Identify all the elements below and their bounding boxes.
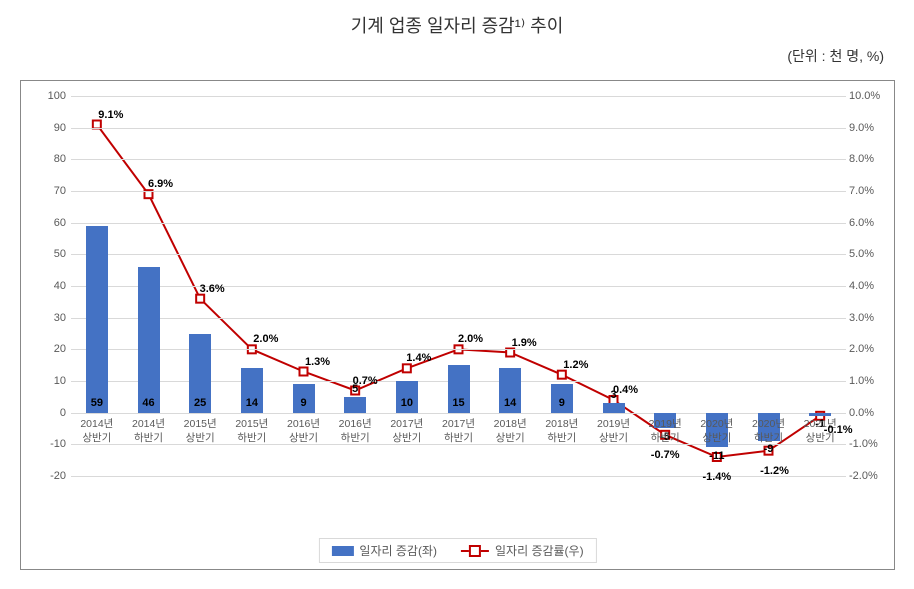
x-tick-label: 2015년상반기 [175, 417, 225, 446]
bar-value-label: 14 [237, 397, 267, 409]
bar-value-label: 9 [547, 397, 577, 409]
bar-value-label: 9 [289, 397, 319, 409]
y-right-tick-label: 1.0% [849, 375, 894, 387]
line-marker [196, 295, 204, 303]
y-left-tick-label: 100 [31, 90, 66, 102]
line-marker [403, 364, 411, 372]
line-value-label: 0.7% [353, 375, 378, 387]
legend-bar-swatch [331, 546, 353, 556]
gridline [71, 318, 846, 319]
line-value-label: 2.0% [253, 333, 278, 345]
gridline [71, 191, 846, 192]
y-right-tick-label: 10.0% [849, 90, 894, 102]
y-right-tick-label: 6.0% [849, 217, 894, 229]
line-value-label: 1.9% [512, 337, 537, 349]
gridline [71, 128, 846, 129]
line-value-label: 2.0% [458, 333, 483, 345]
y-right-tick-label: 3.0% [849, 312, 894, 324]
bar [344, 397, 366, 413]
line-value-label: 1.4% [406, 352, 431, 364]
bar [809, 413, 831, 416]
gridline [71, 96, 846, 97]
y-left-tick-label: 20 [31, 343, 66, 355]
y-left-tick-label: -20 [31, 470, 66, 482]
unit-label: (단위 : 천 명, %) [0, 38, 914, 66]
chart-container: -20 -10 0 10 20 30 40 50 60 70 80 90 100 -2.0% -1.0% 0.… [20, 80, 895, 570]
line-value-label: 1.3% [305, 356, 330, 368]
x-tick-label: 2017년상반기 [382, 417, 432, 446]
line-value-label: 9.1% [98, 109, 123, 121]
y-left-tick-label: 80 [31, 153, 66, 165]
y-left-tick-label: 30 [31, 312, 66, 324]
gridline [71, 223, 846, 224]
y-left-tick-label: 0 [31, 407, 66, 419]
y-left-tick-label: 60 [31, 217, 66, 229]
bar [603, 403, 625, 413]
line-value-label: 0.4% [613, 384, 638, 396]
x-tick-label: 2020년상반기 [692, 417, 742, 446]
bar-value-label: -11 [702, 450, 732, 462]
y-left-tick-label: 10 [31, 375, 66, 387]
y-left-tick-label: 70 [31, 185, 66, 197]
y-right-tick-label: 8.0% [849, 153, 894, 165]
gridline [71, 254, 846, 255]
y-right-tick-label: 7.0% [849, 185, 894, 197]
gridline [71, 286, 846, 287]
x-tick-label: 2019년하반기 [640, 417, 690, 446]
plot-area: -20-100102030405060708090100-2.0%-1.0%0.… [71, 96, 846, 476]
y-left-tick-label: 40 [31, 280, 66, 292]
y-right-tick-label: -2.0% [849, 470, 894, 482]
bar-value-label: 25 [185, 397, 215, 409]
legend: 일자리 증감(좌) 일자리 증감률(우) [318, 538, 596, 563]
y-right-tick-label: 4.0% [849, 280, 894, 292]
y-left-tick-label: 50 [31, 248, 66, 260]
bar-value-label: 46 [134, 397, 164, 409]
line-marker [300, 368, 308, 376]
x-tick-label: 2018년하반기 [537, 417, 587, 446]
bar-value-label: 15 [444, 397, 474, 409]
x-tick-label: 2020년하반기 [744, 417, 794, 446]
x-tick-label: 2016년상반기 [279, 417, 329, 446]
y-right-tick-label: -1.0% [849, 438, 894, 450]
y-right-tick-label: 9.0% [849, 122, 894, 134]
bar [138, 267, 160, 413]
y-left-tick-label: -10 [31, 438, 66, 450]
x-tick-label: 2014년상반기 [72, 417, 122, 446]
x-tick-label: 2018년상반기 [485, 417, 535, 446]
y-right-tick-label: 5.0% [849, 248, 894, 260]
bar [86, 226, 108, 413]
line-value-label: 1.2% [563, 359, 588, 371]
legend-item-bars: 일자리 증감(좌) [331, 542, 437, 559]
legend-line-label: 일자리 증감률(우) [495, 542, 584, 559]
x-tick-label: 2015년하반기 [227, 417, 277, 446]
legend-item-line: 일자리 증감률(우) [461, 542, 584, 559]
gridline [71, 159, 846, 160]
line-value-label: -1.2% [760, 465, 789, 477]
line-value-label: -0.7% [651, 449, 680, 461]
gridline [71, 349, 846, 350]
chart-title: 기계 업종 일자리 증감¹⁾ 추이 [0, 0, 914, 38]
x-tick-label: 2019년상반기 [589, 417, 639, 446]
bar-value-label: 59 [82, 397, 112, 409]
line-marker [558, 371, 566, 379]
line-value-label: 6.9% [148, 178, 173, 190]
line-value-label: 3.6% [200, 283, 225, 295]
y-right-tick-label: 2.0% [849, 343, 894, 355]
gridline [71, 413, 846, 414]
x-tick-label: 2014년하반기 [124, 417, 174, 446]
bar-value-label: 10 [392, 397, 422, 409]
line-value-label: -0.1% [824, 424, 853, 436]
legend-bar-label: 일자리 증감(좌) [359, 542, 437, 559]
legend-line-swatch [461, 545, 489, 557]
x-tick-label: 2016년하반기 [330, 417, 380, 446]
line-value-label: -1.4% [702, 471, 731, 483]
bar-value-label: 14 [495, 397, 525, 409]
x-tick-label: 2017년하반기 [434, 417, 484, 446]
y-left-tick-label: 90 [31, 122, 66, 134]
y-right-tick-label: 0.0% [849, 407, 894, 419]
